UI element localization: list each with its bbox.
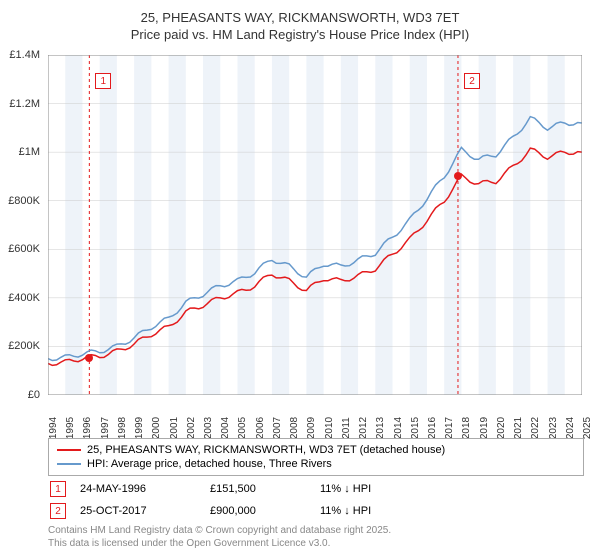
footer-attribution: Contains HM Land Registry data © Crown c… [48, 524, 391, 550]
x-tick-label: 2017 [444, 417, 455, 439]
legend-swatch [57, 463, 81, 465]
x-tick-label: 2008 [289, 417, 300, 439]
x-tick-label: 2020 [496, 417, 507, 439]
footer-line2: This data is licensed under the Open Gov… [48, 537, 391, 550]
sale-date: 25-OCT-2017 [80, 505, 210, 517]
y-axis-labels: £0£200K£400K£600K£800K£1M£1.2M£1.4M [0, 55, 44, 395]
x-tick-label: 2010 [324, 417, 335, 439]
legend-label: 25, PHEASANTS WAY, RICKMANSWORTH, WD3 7E… [87, 444, 445, 456]
x-tick-label: 2002 [186, 417, 197, 439]
x-tick-label: 2011 [341, 417, 352, 439]
y-tick-label: £200K [8, 340, 40, 352]
x-tick-label: 2019 [479, 417, 490, 439]
x-tick-label: 2007 [272, 417, 283, 439]
x-tick-label: 2004 [220, 417, 231, 439]
sale-price: £151,500 [210, 483, 320, 495]
chart-area: 12 [48, 55, 582, 395]
title-line2: Price paid vs. HM Land Registry's House … [0, 27, 600, 42]
legend: 25, PHEASANTS WAY, RICKMANSWORTH, WD3 7E… [48, 438, 584, 476]
x-tick-label: 1995 [65, 417, 76, 439]
y-tick-label: £1.4M [9, 49, 40, 61]
x-tick-label: 1999 [134, 417, 145, 439]
x-tick-label: 1994 [48, 417, 59, 439]
footer-line1: Contains HM Land Registry data © Crown c… [48, 524, 391, 537]
x-tick-label: 2009 [306, 417, 317, 439]
x-tick-label: 2015 [410, 417, 421, 439]
x-tick-label: 2000 [151, 417, 162, 439]
legend-swatch [57, 449, 81, 451]
title-line1: 25, PHEASANTS WAY, RICKMANSWORTH, WD3 7E… [0, 10, 600, 25]
event-marker: 1 [95, 73, 111, 89]
sale-row: 2 25-OCT-2017£900,00011% ↓ HPI [48, 500, 582, 522]
event-marker: 2 [464, 73, 480, 89]
x-tick-label: 2005 [237, 417, 248, 439]
legend-item: HPI: Average price, detached house, Thre… [49, 457, 583, 471]
x-tick-label: 2018 [461, 417, 472, 439]
x-tick-label: 2016 [427, 417, 438, 439]
y-tick-label: £600K [8, 243, 40, 255]
x-tick-label: 1998 [117, 417, 128, 439]
sale-diff: 11% ↓ HPI [320, 505, 440, 517]
x-tick-label: 2014 [393, 417, 404, 439]
y-tick-label: £400K [8, 292, 40, 304]
x-tick-label: 2021 [513, 417, 524, 439]
x-tick-label: 1996 [82, 417, 93, 439]
x-tick-label: 2022 [530, 417, 541, 439]
y-tick-label: £0 [28, 389, 40, 401]
sale-diff: 11% ↓ HPI [320, 483, 440, 495]
x-tick-label: 2025 [582, 417, 593, 439]
y-tick-label: £800K [8, 195, 40, 207]
sale-point [454, 172, 462, 180]
sale-marker: 2 [50, 503, 66, 519]
legend-item: 25, PHEASANTS WAY, RICKMANSWORTH, WD3 7E… [49, 443, 583, 457]
sale-price: £900,000 [210, 505, 320, 517]
sale-point [85, 354, 93, 362]
x-tick-label: 2013 [375, 417, 386, 439]
y-tick-label: £1.2M [9, 98, 40, 110]
title-block: 25, PHEASANTS WAY, RICKMANSWORTH, WD3 7E… [0, 0, 600, 42]
sale-row: 1 24-MAY-1996£151,50011% ↓ HPI [48, 478, 582, 500]
x-axis-labels: 1994 1995 1996 1997 1998 1999 2000 2001 2002 2003… [48, 398, 582, 438]
x-tick-label: 2024 [565, 417, 576, 439]
chart-container: 25, PHEASANTS WAY, RICKMANSWORTH, WD3 7E… [0, 0, 600, 560]
plot-svg [48, 55, 582, 395]
x-tick-label: 1997 [100, 417, 111, 439]
x-tick-label: 2023 [548, 417, 559, 439]
x-tick-label: 2001 [169, 417, 180, 439]
sales-table: 1 24-MAY-1996£151,50011% ↓ HPI 2 25-OCT-201… [48, 478, 582, 522]
x-tick-label: 2003 [203, 417, 214, 439]
sale-date: 24-MAY-1996 [80, 483, 210, 495]
sale-marker: 1 [50, 481, 66, 497]
x-tick-label: 2006 [255, 417, 266, 439]
y-tick-label: £1M [19, 146, 40, 158]
x-tick-label: 2012 [358, 417, 369, 439]
legend-label: HPI: Average price, detached house, Thre… [87, 458, 332, 470]
